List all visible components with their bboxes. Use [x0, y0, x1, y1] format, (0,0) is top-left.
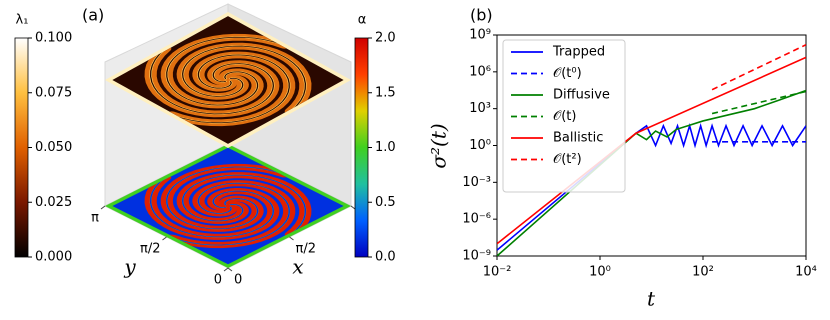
y-tick-label: π/2: [140, 242, 160, 257]
colorbar-tick-label: 0.0: [375, 250, 396, 265]
colorbar-tick-label: 0.100: [35, 31, 72, 46]
spiral-arm: [166, 166, 286, 230]
series-line: [497, 122, 806, 251]
x-tick: [227, 267, 233, 272]
colorbar-tick-label: 0.075: [35, 85, 72, 100]
x-tick: [289, 236, 294, 241]
y-axis-label: y: [123, 255, 136, 279]
spiral-arm: [149, 48, 274, 115]
y-tick-label: 10³: [469, 101, 491, 116]
series-line: [711, 90, 806, 115]
x-tick-label: 10²: [692, 265, 714, 280]
x-tick-label: 10⁰: [589, 265, 611, 280]
x-tick-label: 10⁴: [795, 265, 817, 280]
x-tick-label: π/2: [296, 242, 316, 257]
legend-box: [502, 39, 626, 193]
y-tick-label: 10⁰: [469, 138, 491, 153]
x-axis-label: t: [647, 287, 656, 311]
spiral-arm: [149, 177, 274, 238]
x-axis-label: x: [292, 255, 303, 279]
panel-label: (b): [470, 6, 493, 25]
legend-label: Ballistic: [553, 131, 603, 146]
legend-label: Trapped: [552, 45, 605, 60]
y-tick-label: 10⁹: [469, 28, 491, 43]
panel-label: (a): [82, 6, 104, 25]
colorbar-tick-label: 0.025: [35, 195, 72, 210]
colorbar-tick-label: 0.5: [375, 195, 396, 210]
colorbar: [354, 37, 369, 258]
y-tick: [162, 236, 167, 241]
y-tick-label: 10⁶: [469, 64, 491, 79]
legend-label: Diffusive: [553, 88, 610, 103]
spiral-arm: [170, 54, 290, 124]
colorbar: [14, 37, 29, 258]
series-line: [497, 56, 806, 245]
y-tick-label: 10⁻³: [462, 175, 491, 190]
colorbar-label: α: [358, 13, 367, 28]
y-tick-label: 0: [214, 273, 222, 288]
spiral-arm: [166, 36, 286, 106]
x-tick: [350, 205, 356, 210]
colorbar-tick-label: 2.0: [375, 31, 396, 46]
colorbar-tick-label: 0.000: [35, 250, 72, 265]
y-tick: [100, 205, 106, 210]
spiral-arm: [182, 174, 307, 235]
colorbar-tick-label: 1.5: [375, 85, 396, 100]
y-tick-label: 10⁻⁹: [462, 249, 491, 264]
colorbar-tick-label: 1.0: [375, 140, 396, 155]
y-tick-label: π: [91, 211, 99, 226]
legend-label: 𝒪(t⁰): [553, 66, 582, 81]
colorbar-label: λ₁: [16, 13, 29, 28]
series-line: [497, 89, 806, 256]
colorbar-tick-label: 0.050: [35, 140, 72, 155]
spiral-arm: [182, 45, 307, 112]
legend-label: 𝒪(t): [553, 109, 576, 124]
y-tick-label: 10⁻⁶: [462, 212, 491, 227]
legend-label: 𝒪(t²): [553, 152, 582, 167]
x-tick-label: 0: [234, 273, 242, 288]
y-tick: [223, 267, 229, 272]
series-line: [711, 44, 806, 91]
spiral-arm: [170, 182, 290, 246]
x-tick-label: 10⁻²: [483, 265, 512, 280]
y-axis-label: σ²(t): [427, 123, 451, 168]
